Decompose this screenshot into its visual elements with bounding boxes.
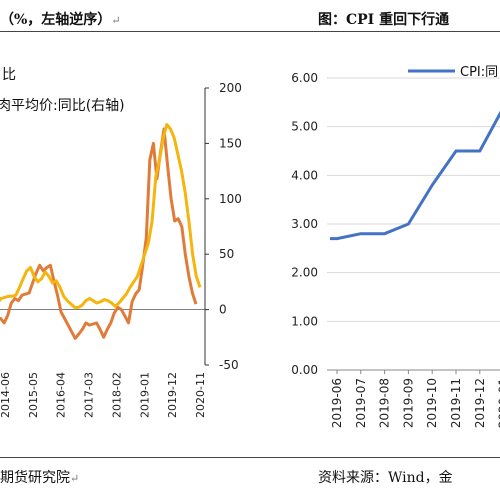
- y-axis-tick-label: 4.00: [291, 168, 318, 182]
- x-axis-tick-label: 2019-12: [473, 378, 487, 428]
- legend-label: CPI:同: [460, 65, 498, 80]
- y-axis-tick-label: 0.00: [291, 363, 318, 377]
- x-axis-tick-label: 2020-01: [497, 378, 500, 428]
- right-axis-tick-label: 150: [219, 136, 242, 150]
- right-axis-tick-label: 200: [219, 81, 242, 95]
- legend-label: 比: [2, 67, 16, 83]
- x-axis-tick-label: 2019-01: [138, 372, 151, 418]
- right-axis-tick-label: -50: [219, 358, 239, 372]
- bottom-rule: [0, 457, 500, 458]
- y-axis-tick-label: 5.00: [291, 120, 318, 134]
- right-axis-tick-label: 0: [219, 303, 227, 317]
- right-chart: 0.00 1.00 2.00 3.00 4.00 5.00 6.00 2019-06 2019-…: [291, 65, 500, 428]
- x-axis-tick-label: 2018-02: [110, 372, 123, 418]
- y-axis-tick-label: 6.00: [291, 71, 318, 85]
- x-axis-tick-label: 2019-07: [354, 378, 368, 428]
- left-chart: 200 150 100 50 0 -50 2014-06 2015-05 2016-04 2017…: [0, 67, 242, 418]
- cpi-series-line: [330, 110, 500, 241]
- x-axis-tick-label: 2019-09: [401, 378, 415, 428]
- y-axis-tick-label: 1.00: [291, 314, 318, 328]
- right-chart-title: 图：CPI 重回下行通: [318, 12, 450, 28]
- left-source-note: 期货研究院↵: [0, 470, 80, 486]
- y-axis-tick-label: 3.00: [291, 217, 318, 231]
- x-axis-tick-label: 2019-12: [166, 372, 179, 418]
- x-axis-tick-label: 2015-05: [27, 372, 40, 418]
- series-line-orange: [0, 127, 198, 340]
- right-axis-tick-label: 100: [219, 192, 242, 206]
- y-axis-tick-label: 2.00: [291, 266, 318, 280]
- left-chart-title: （%，左轴逆序）↵: [0, 12, 121, 28]
- x-axis-tick-label: 2016-04: [55, 372, 68, 418]
- x-axis-tick-label: 2019-11: [449, 378, 463, 428]
- x-axis-tick-label: 2019-10: [425, 378, 439, 428]
- x-axis-tick-label: 2014-06: [0, 372, 12, 418]
- top-rule: [0, 31, 500, 32]
- x-axis-tick-label: 2017-03: [83, 372, 96, 418]
- series-line-yellow: [0, 123, 202, 309]
- right-axis-tick-label: 50: [219, 247, 234, 261]
- x-axis-tick-label: 2019-06: [330, 378, 344, 428]
- x-axis-tick-label: 2019-08: [378, 378, 392, 428]
- right-source-note: 资料来源：Wind，金: [318, 470, 453, 486]
- x-axis-tick-label: 2020-11: [194, 372, 207, 418]
- legend-label: 肉平均价:同比(右轴): [0, 98, 125, 114]
